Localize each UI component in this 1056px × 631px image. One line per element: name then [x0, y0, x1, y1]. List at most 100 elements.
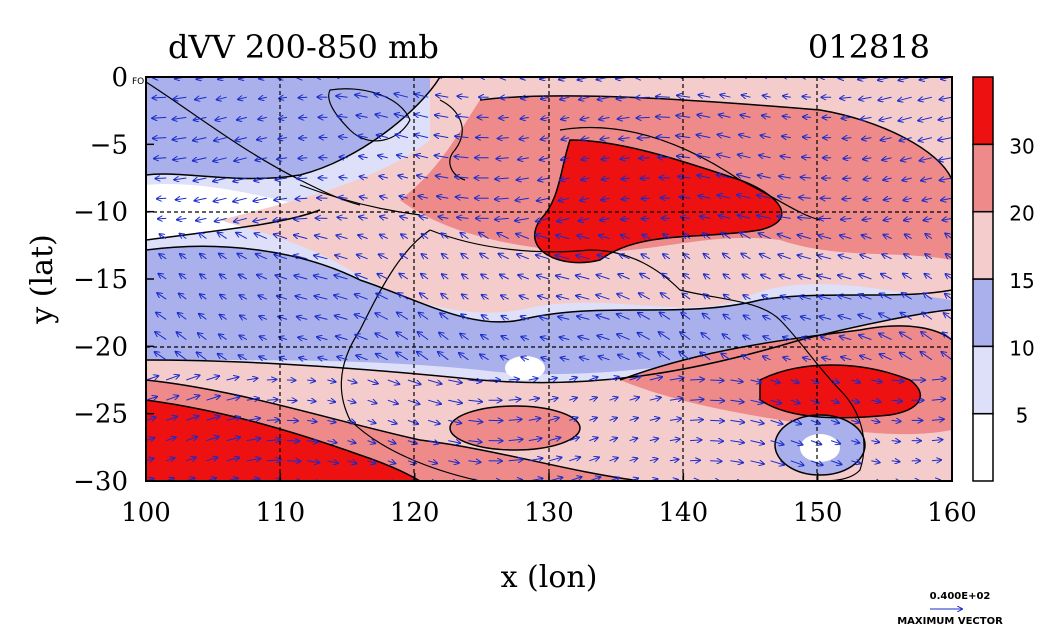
wind-vector	[638, 138, 650, 139]
wind-vector	[891, 461, 900, 462]
wind-vector	[266, 420, 279, 421]
wind-vector	[939, 158, 952, 161]
wind-vector	[770, 400, 782, 403]
wind-vector	[516, 198, 529, 200]
wind-vector	[719, 115, 731, 118]
wind-vector	[146, 96, 147, 98]
wind-vector	[314, 276, 328, 280]
wind-vector	[750, 400, 763, 403]
wind-vector	[925, 234, 933, 239]
wind-vector	[842, 198, 852, 199]
colorbar-label: 10	[1009, 336, 1034, 360]
wind-vector	[580, 198, 590, 200]
wind-vector	[166, 375, 179, 381]
wind-vector	[680, 332, 691, 341]
wind-vector	[621, 218, 630, 219]
wind-vector	[226, 397, 240, 400]
wind-vector	[516, 234, 529, 240]
wind-vector	[558, 317, 570, 320]
wind-vector	[617, 314, 630, 320]
wind-vector	[863, 158, 872, 160]
wind-vector	[717, 175, 731, 178]
wind-vector	[862, 138, 872, 140]
wind-vector	[508, 399, 521, 400]
wind-vector	[481, 274, 489, 279]
wind-vector	[618, 355, 630, 361]
wind-vector	[462, 274, 469, 279]
wind-vector	[295, 296, 308, 299]
wind-vector	[941, 198, 952, 200]
wind-vector	[637, 117, 650, 118]
wind-vector	[750, 461, 764, 464]
wind-vector	[266, 440, 280, 441]
wind-vector	[226, 437, 240, 440]
wind-vector	[276, 275, 288, 279]
wind-vector	[387, 420, 397, 423]
wind-vector	[801, 177, 811, 178]
wind-vector	[442, 254, 449, 259]
wind-vector	[318, 358, 328, 360]
wind-vector	[883, 235, 892, 239]
wind-vector	[741, 254, 751, 260]
wind-vector	[718, 135, 731, 138]
wind-vector	[518, 158, 529, 160]
wind-vector	[355, 314, 368, 320]
wind-vector	[841, 218, 852, 219]
wind-vector	[803, 137, 811, 138]
wind-vector	[437, 196, 449, 198]
wind-vector	[239, 336, 248, 340]
wind-vector	[557, 218, 570, 221]
wind-vector	[596, 315, 610, 320]
wind-vector	[176, 352, 187, 361]
wind-vector	[481, 335, 489, 340]
wind-vector	[589, 457, 599, 461]
wind-vector	[496, 158, 509, 159]
wind-vector	[396, 352, 409, 361]
wind-vector	[596, 295, 610, 300]
contour-line-10	[449, 405, 581, 451]
wind-vector	[942, 218, 952, 220]
wind-vector	[336, 96, 348, 97]
colorbar-label: 30	[1009, 134, 1034, 158]
wind-vector	[723, 254, 731, 260]
wind-vector	[556, 235, 570, 238]
wind-vector	[517, 178, 529, 180]
wind-vector	[214, 198, 227, 201]
wind-vector	[931, 419, 944, 420]
wind-vector	[724, 274, 731, 279]
wind-vector	[569, 457, 580, 461]
wind-vector	[415, 135, 429, 138]
colorbar-segment	[972, 278, 994, 348]
wind-vector	[557, 296, 570, 299]
wind-vector	[760, 254, 771, 260]
wind-vector	[173, 117, 187, 119]
wind-vector	[922, 313, 933, 320]
wind-vector	[884, 198, 892, 200]
wind-vector	[415, 114, 429, 117]
wind-vector	[559, 198, 570, 201]
wind-vector	[830, 461, 841, 465]
wind-vector	[902, 293, 912, 300]
wind-vector	[821, 337, 832, 340]
wind-vector	[307, 420, 316, 421]
wind-vector	[468, 380, 481, 382]
wind-vector	[642, 235, 651, 239]
wind-vector	[146, 438, 154, 441]
wind-vector	[407, 441, 417, 444]
wind-vector	[528, 418, 541, 420]
wind-vector	[737, 175, 751, 178]
wind-vector	[335, 255, 348, 259]
x-axis-ticks: 100 110 120 130 140 150 160	[121, 473, 977, 528]
wind-vector	[257, 275, 268, 280]
wind-vector	[468, 400, 482, 402]
wind-vector	[260, 336, 268, 339]
wind-vector	[598, 97, 610, 99]
coastline-java	[299, 184, 421, 216]
wind-vector	[379, 176, 388, 178]
wind-vector	[541, 337, 550, 340]
wind-vector	[253, 198, 268, 201]
wind-vector	[880, 354, 892, 361]
wind-vector	[698, 196, 711, 198]
wind-vector	[246, 418, 260, 420]
wind-vector	[206, 457, 217, 461]
